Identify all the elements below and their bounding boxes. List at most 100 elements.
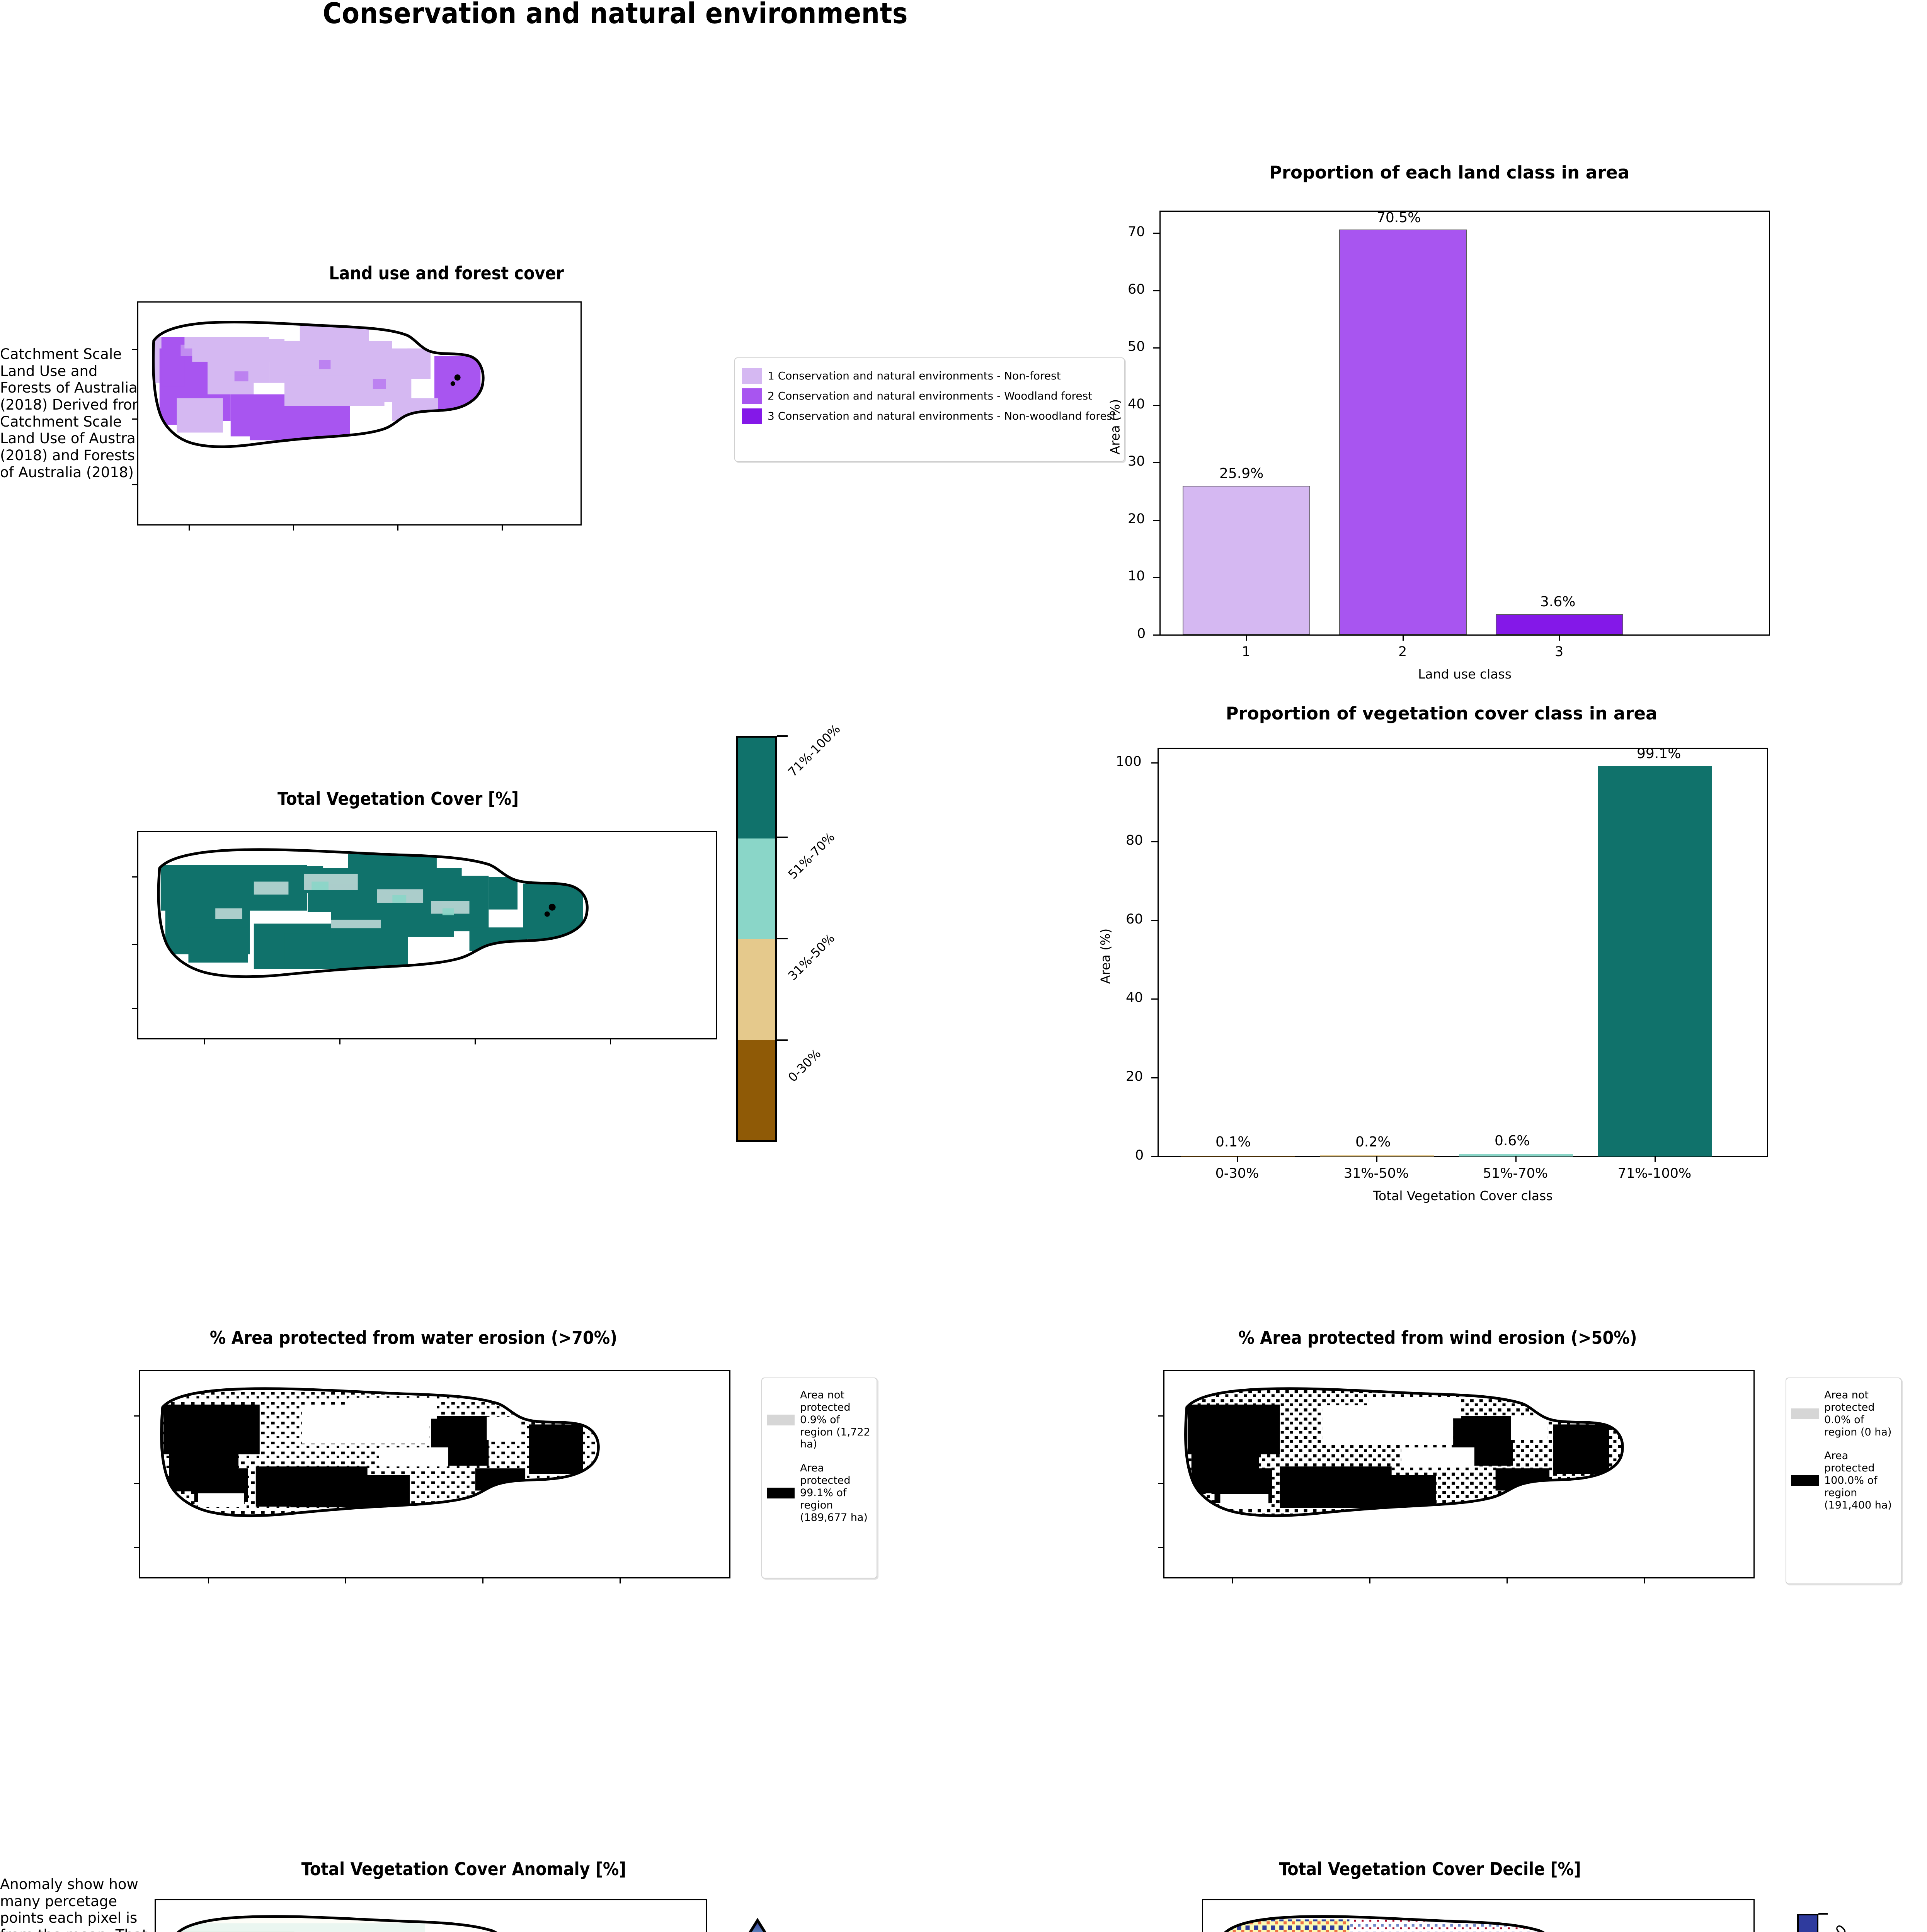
water-erosion-legend: Area not protected 0.9% of region (1,722… <box>761 1378 877 1578</box>
bar-class-3[interactable] <box>1496 614 1623 634</box>
bar-class-1[interactable] <box>1183 486 1310 634</box>
y-tick-label: 60 <box>1126 912 1143 927</box>
legend-label: 3 Conservation and natural environments … <box>768 410 1117 423</box>
bar-class-71-100[interactable] <box>1598 766 1712 1156</box>
x-tick-label: 51%-70% <box>1483 1166 1548 1181</box>
wind-erosion-map[interactable] <box>1158 1370 1755 1583</box>
y-tick-label: 70 <box>1128 224 1145 240</box>
y-tick-label: 50 <box>1128 339 1145 354</box>
legend-item[interactable]: Area protected 100.0% of region (191,400… <box>1791 1450 1896 1511</box>
colorbar-segment-71-100 <box>738 738 775 838</box>
legend-item[interactable]: 3 Conservation and natural environments … <box>742 408 1117 424</box>
wind-erosion-map-graphic <box>1184 1387 1624 1517</box>
bar-value-label: 0.2% <box>1355 1134 1391 1150</box>
legend-label: 2 Conservation and natural environments … <box>768 389 1093 403</box>
y-tick-label: 100 <box>1116 754 1142 769</box>
legend-item[interactable]: Area not protected 0.9% of region (1,722… <box>767 1389 872 1451</box>
bar-value-label: 0.6% <box>1495 1133 1530 1149</box>
legend-label: Area not protected 0.0% of region (0 ha) <box>1824 1389 1892 1438</box>
legend-item[interactable]: Area not protected 0.0% of region (0 ha) <box>1791 1389 1896 1438</box>
land-use-map-graphic <box>152 321 485 448</box>
water-erosion-map-title: % Area protected from water erosion (>70… <box>209 1327 618 1348</box>
colorbar-segment-0-30 <box>738 1039 775 1140</box>
x-axis-label: Total Vegetation Cover class <box>1373 1188 1553 1203</box>
veg-class-chart-title: Proportion of vegetation cover class in … <box>1226 703 1658 724</box>
bar-value-label: 3.6% <box>1540 594 1576 610</box>
decile-label-10: 10 <box>1827 1922 1850 1932</box>
bar-class-51-70[interactable] <box>1459 1154 1573 1156</box>
colorbar-label-51-70: 51%-70% <box>785 829 838 882</box>
land-class-chart-title: Proportion of each land class in area <box>1269 162 1630 183</box>
veg-cover-map-title: Total Vegetation Cover [%] <box>277 788 519 809</box>
anomaly-note: Anomaly show how many percetage points e… <box>0 1876 148 1932</box>
veg-cover-map-graphic <box>157 848 589 978</box>
wind-erosion-map-title: % Area protected from wind erosion (>50%… <box>1238 1327 1637 1348</box>
colorbar-segment-31-50 <box>738 939 775 1040</box>
land-class-bar-chart[interactable]: 0 10 20 30 40 50 60 70 Area (%) 25.9% 70… <box>1108 210 1770 682</box>
bar-value-label: 99.1% <box>1637 746 1681 762</box>
veg-cover-map[interactable] <box>132 831 717 1044</box>
land-use-map-title: Land use and forest cover <box>329 263 564 284</box>
bar-value-label: 25.9% <box>1219 466 1264 481</box>
legend-swatch-nonwoodland <box>742 408 762 424</box>
anomaly-map[interactable] <box>155 1899 707 1932</box>
y-tick-label: 20 <box>1128 511 1145 527</box>
y-tick-label: 0 <box>1135 1148 1144 1163</box>
veg-cover-colorbar[interactable] <box>736 736 777 1142</box>
legend-swatch-protected <box>767 1487 795 1498</box>
legend-item[interactable]: 2 Conservation and natural environments … <box>742 388 1117 404</box>
y-tick-label: 10 <box>1128 568 1145 584</box>
legend-swatch-nonforest <box>742 368 762 384</box>
legend-swatch-not-protected <box>1791 1408 1819 1419</box>
x-tick-label: 71%-100% <box>1617 1166 1692 1181</box>
land-use-legend: 1 Conservation and natural environments … <box>734 357 1125 462</box>
y-tick-label: 80 <box>1126 833 1143 848</box>
colorbar-label-71-100: 71%-100% <box>785 721 843 780</box>
y-tick-label: 40 <box>1126 990 1143 1005</box>
bar-class-2[interactable] <box>1339 230 1467 634</box>
water-erosion-map[interactable] <box>134 1370 730 1583</box>
decile-map[interactable] <box>1202 1899 1755 1932</box>
x-tick-label: 3 <box>1555 644 1564 660</box>
anomaly-map-graphic <box>174 1915 587 1932</box>
legend-label: 1 Conservation and natural environments … <box>768 369 1061 383</box>
wind-erosion-legend: Area not protected 0.0% of region (0 ha)… <box>1786 1378 1901 1584</box>
bar-value-label: 0.1% <box>1215 1134 1251 1150</box>
colorbar-segment-51-70 <box>738 838 775 939</box>
water-erosion-map-graphic <box>160 1387 600 1517</box>
anomaly-colorbar-graphic <box>749 1918 766 1932</box>
bar-value-label: 70.5% <box>1377 210 1421 226</box>
legend-item[interactable]: Area protected 99.1% of region (189,677 … <box>767 1462 872 1524</box>
x-axis-label: Land use class <box>1418 667 1512 682</box>
y-tick-label: 30 <box>1128 454 1145 469</box>
legend-swatch-not-protected <box>767 1414 795 1425</box>
legend-swatch-woodland <box>742 388 762 404</box>
decile-colorbar[interactable] <box>1797 1914 1818 1932</box>
colorbar-segment-10 <box>1799 1915 1817 1932</box>
land-use-map[interactable] <box>132 301 582 531</box>
page-title: Conservation and natural environments <box>323 0 908 30</box>
y-tick-label: 40 <box>1128 396 1145 412</box>
legend-label: Area not protected 0.9% of region (1,722… <box>800 1389 870 1451</box>
x-tick-label: 31%-50% <box>1343 1166 1409 1181</box>
x-tick-label: 0-30% <box>1215 1166 1259 1181</box>
legend-swatch-protected <box>1791 1475 1819 1486</box>
bar-class-31-50[interactable] <box>1320 1155 1434 1156</box>
y-axis-label: Area (%) <box>1107 399 1123 455</box>
legend-label: Area protected 99.1% of region (189,677 … <box>800 1462 868 1524</box>
x-tick-label: 1 <box>1242 644 1251 660</box>
y-tick-label: 20 <box>1126 1069 1143 1084</box>
colorbar-label-0-30: 0-30% <box>785 1046 824 1085</box>
anomaly-colorbar[interactable] <box>746 1913 769 1932</box>
decile-map-title: Total Vegetation Cover Decile [%] <box>1279 1859 1581 1879</box>
legend-label: Area protected 100.0% of region (191,400… <box>1824 1450 1892 1511</box>
veg-class-bar-chart[interactable]: 0 20 40 60 80 100 Area (%) 0.1% 0.2% 0.6… <box>1098 746 1768 1203</box>
decile-map-graphic <box>1222 1915 1634 1932</box>
y-tick-label: 0 <box>1137 626 1146 641</box>
anomaly-map-title: Total Vegetation Cover Anomaly [%] <box>301 1859 626 1879</box>
x-tick-label: 2 <box>1398 644 1407 660</box>
legend-item[interactable]: 1 Conservation and natural environments … <box>742 368 1117 384</box>
y-axis-label: Area (%) <box>1098 928 1113 984</box>
colorbar-label-31-50: 31%-50% <box>785 930 838 983</box>
y-tick-label: 60 <box>1128 282 1145 297</box>
